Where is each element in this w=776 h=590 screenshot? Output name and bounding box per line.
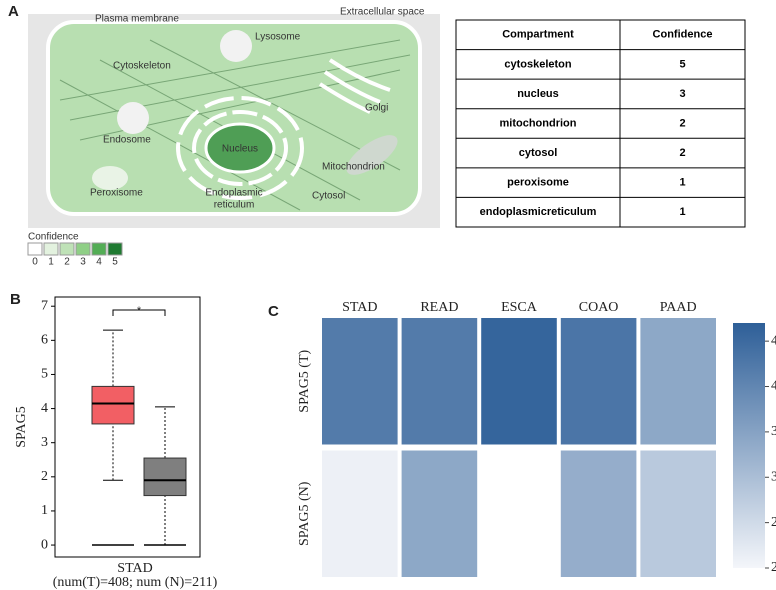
plot-frame <box>54 296 201 558</box>
legend-label: 0 <box>32 257 38 268</box>
column-label: STAD <box>342 300 377 315</box>
colorbar-tick-label: 3.5 <box>771 424 776 439</box>
cell-label: Cytosol <box>312 191 345 202</box>
panel-label: B <box>10 291 21 308</box>
y-tick-label: 4 <box>41 401 48 416</box>
cell-label: Golgi <box>365 103 388 114</box>
table-cell: mitochondrion <box>500 117 577 129</box>
heatmap-cell <box>401 318 478 445</box>
legend-swatch <box>75 242 91 256</box>
column-label: COAO <box>579 300 619 315</box>
y-tick-label: 1 <box>41 503 48 518</box>
legend-label: 5 <box>112 257 118 268</box>
x-axis-label: (num(T)=408; num (N)=211) <box>53 575 218 590</box>
legend-title: Confidence <box>28 232 79 243</box>
cell-label: reticulum <box>214 200 255 211</box>
row-label: SPAG5 (N) <box>297 481 312 546</box>
colorbar-tick-label: 2.5 <box>771 515 776 530</box>
legend-swatch <box>59 242 75 256</box>
legend-swatch <box>27 242 43 256</box>
colorbar-tick-label: 4.0 <box>771 379 776 394</box>
legend-swatch <box>43 242 59 256</box>
y-tick-label: 5 <box>41 367 48 382</box>
x-tick-label: STAD <box>117 561 152 576</box>
significance: * <box>137 305 142 317</box>
heatmap-cell <box>640 318 716 445</box>
table-cell: cytosol <box>519 147 558 159</box>
y-axis-label: SPAG5 <box>14 406 29 448</box>
table-cell: 2 <box>679 147 685 159</box>
row-label: SPAG5 (T) <box>297 349 312 412</box>
box <box>143 457 187 497</box>
cell-label: Extracellular space <box>340 7 425 18</box>
table-cell: cytoskeleton <box>504 58 572 70</box>
table-cell: 5 <box>679 58 685 70</box>
cell-label: Endosome <box>103 135 151 146</box>
cell-label: Plasma membrane <box>95 14 179 25</box>
heatmap-cell <box>401 450 478 577</box>
panel-label: A <box>8 3 19 20</box>
table-header: Compartment <box>502 29 574 41</box>
legend-label: 3 <box>80 257 86 268</box>
y-tick-label: 7 <box>41 298 48 313</box>
table-cell: 2 <box>679 117 685 129</box>
colorbar-tick-label: 3.0 <box>771 469 776 484</box>
y-tick-label: 3 <box>41 435 48 450</box>
table-cell: 1 <box>679 177 685 189</box>
heatmap-cell <box>560 450 637 577</box>
legend-label: 1 <box>48 257 54 268</box>
table-cell: 1 <box>679 206 685 218</box>
significance-bracket <box>112 309 166 316</box>
cell-label: Mitochondrion <box>322 162 385 173</box>
legend-label: 2 <box>64 257 70 268</box>
heatmap-cell <box>640 450 716 577</box>
table-cell: endoplasmicreticulum <box>480 206 597 218</box>
cell-label: Cytoskeleton <box>113 61 171 72</box>
cell-label: Nucleus <box>222 144 258 155</box>
y-tick-label: 2 <box>41 469 48 484</box>
colorbar <box>733 323 765 568</box>
column-label: READ <box>420 300 458 315</box>
table-cell: nucleus <box>517 88 559 100</box>
panel-label: C <box>268 303 279 320</box>
heatmap-cell <box>322 318 398 445</box>
column-label: PAAD <box>660 300 697 315</box>
colorbar-tick-label: 2.0 <box>771 560 776 575</box>
heatmap-cell <box>322 450 398 577</box>
heatmap-cell <box>481 318 557 445</box>
table-frame <box>455 19 746 228</box>
legend-label: 4 <box>96 257 102 268</box>
heatmap-cell <box>560 318 637 445</box>
cell-label: Lysosome <box>255 32 301 43</box>
cell-label: Endoplasmic <box>205 188 262 199</box>
table-cell: 3 <box>679 88 685 100</box>
legend-swatch <box>107 242 123 256</box>
colorbar-tick-label: 4.5 <box>771 333 776 348</box>
y-tick-label: 0 <box>41 537 48 552</box>
table-header: Confidence <box>653 29 713 41</box>
cell-diagram <box>28 14 440 228</box>
content: A B C Plasma membrane Extracellular space Lys… <box>8 3 776 590</box>
column-label: ESCA <box>501 300 538 315</box>
table-cell: peroxisome <box>507 177 569 189</box>
box <box>91 385 135 425</box>
y-tick-label: 6 <box>41 333 48 348</box>
cell-label: Peroxisome <box>90 188 143 199</box>
legend-swatch <box>91 242 107 256</box>
